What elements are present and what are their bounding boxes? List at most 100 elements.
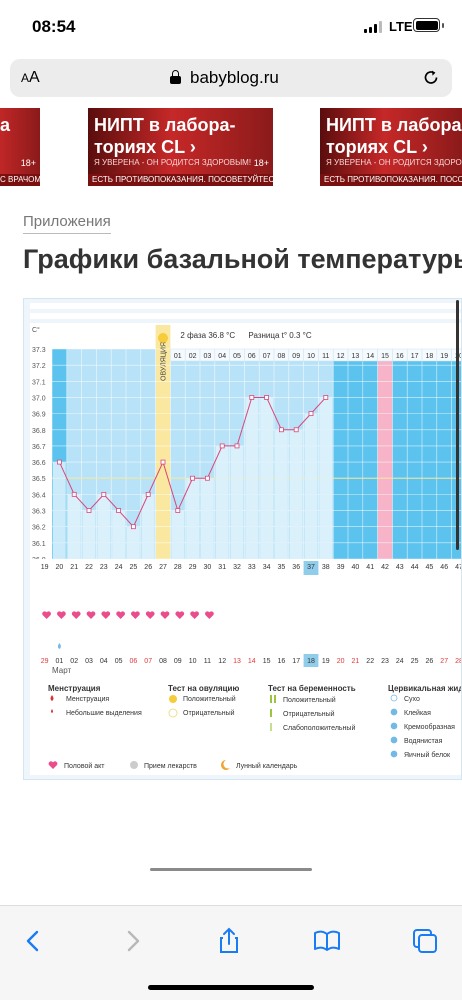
spotting-drop-icon bbox=[51, 709, 53, 713]
temperature-bar bbox=[112, 510, 125, 559]
cycle-day-label: 37 bbox=[307, 564, 315, 571]
category-link[interactable]: Приложения bbox=[23, 213, 111, 234]
future-region bbox=[333, 349, 461, 559]
cycle-day-label: 21 bbox=[70, 564, 78, 571]
cycle-day-label: 35 bbox=[278, 564, 286, 571]
domain-text[interactable]: babyblog.ru bbox=[190, 68, 279, 87]
date-label: 06 bbox=[130, 658, 138, 665]
date-label: 22 bbox=[366, 658, 374, 665]
cervical-fluid-icon bbox=[390, 750, 398, 758]
legend-title-menstruation: Менструация bbox=[48, 684, 101, 693]
phase2-day-label: 19 bbox=[440, 353, 448, 360]
pregnancy-test-icon bbox=[270, 723, 272, 731]
bookmarks-icon[interactable] bbox=[312, 926, 342, 956]
date-label: 05 bbox=[115, 658, 123, 665]
legend-item: Половой акт bbox=[64, 762, 105, 770]
page-title: Графики базальной температуры bbox=[23, 244, 462, 274]
cycle-day-label: 30 bbox=[204, 564, 212, 571]
date-label: 09 bbox=[174, 658, 182, 665]
date-label: 10 bbox=[189, 658, 197, 665]
legend-title-pregnancy-test: Тест на беременность bbox=[268, 684, 356, 693]
date-label: 15 bbox=[263, 658, 271, 665]
temperature-point bbox=[204, 475, 210, 481]
bbt-chart-container: ОВУЛЯЦИЯ 37.3 37.2 37.1 37.0 36.9 36.8 36.7 36.6… bbox=[23, 298, 462, 780]
temperature-bar bbox=[67, 494, 81, 559]
phase2-day-label: 10 bbox=[307, 353, 315, 360]
ovulation-column bbox=[155, 325, 171, 559]
lock-icon bbox=[170, 70, 181, 84]
forward-icon[interactable] bbox=[118, 926, 148, 956]
phase2-day-label: 05 bbox=[233, 353, 241, 360]
temperature-point bbox=[131, 524, 136, 530]
date-label: 16 bbox=[278, 658, 286, 665]
phase2-day-label: 06 bbox=[248, 353, 256, 360]
phase2-day-label: 01 bbox=[174, 353, 182, 360]
y-tick-label: 36.7 bbox=[32, 444, 46, 451]
temperature-point bbox=[264, 395, 270, 400]
heart-icon bbox=[71, 611, 81, 619]
legend-item: Кремообразная bbox=[404, 723, 455, 731]
date-label: 17 bbox=[292, 658, 300, 665]
temperature-bar bbox=[215, 445, 229, 559]
temperature-bar bbox=[186, 478, 199, 559]
date-label: 02 bbox=[70, 658, 78, 665]
legend-item: Сухо bbox=[404, 696, 420, 703]
date-label: 03 bbox=[85, 658, 93, 665]
ad-banner-partial[interactable]: а 18+ С ВРАЧОМ bbox=[0, 108, 40, 186]
pregnancy-test-icon bbox=[274, 695, 276, 703]
temperature-point bbox=[219, 443, 225, 449]
date-label: 24 bbox=[396, 658, 404, 665]
ad-banner[interactable]: НИПТ в лабора-ториях CL › Я УВЕРЕНА - ОН… bbox=[88, 108, 273, 186]
scrollbar[interactable] bbox=[456, 300, 459, 550]
ovulation-sun-icon bbox=[158, 333, 168, 343]
reload-icon[interactable] bbox=[422, 68, 440, 86]
ad-carousel[interactable]: а 18+ С ВРАЧОМ НИПТ в лабора-ториях CL ›… bbox=[0, 108, 462, 186]
cycle-day-label: 25 bbox=[130, 564, 138, 571]
legend-item: Лунный календарь bbox=[236, 762, 298, 770]
cycle-day-label: 36 bbox=[292, 564, 300, 571]
temperature-point bbox=[249, 395, 255, 400]
browser-toolbar bbox=[0, 905, 462, 1000]
date-axis-bg bbox=[30, 654, 461, 667]
text-size-button[interactable]: AA bbox=[21, 69, 40, 86]
ad-title: НИПТ в лабора-ториях CL › bbox=[94, 115, 236, 157]
phase2-day-label: 15 bbox=[381, 353, 389, 360]
negative-sun-icon bbox=[168, 708, 178, 718]
share-icon[interactable] bbox=[214, 926, 244, 956]
temperature-bar bbox=[304, 413, 318, 559]
phase2-day-label: 08 bbox=[278, 353, 286, 360]
address-bar[interactable]: AA babyblog.ru bbox=[10, 59, 452, 97]
legend-item: Небольшие выделения bbox=[66, 709, 142, 717]
temperature-point bbox=[323, 395, 329, 400]
today-date-marker bbox=[303, 654, 319, 667]
temperature-bar bbox=[230, 445, 244, 559]
temperature-point bbox=[71, 491, 77, 497]
date-label: 04 bbox=[100, 658, 108, 665]
phase2-day-label: 18 bbox=[426, 353, 434, 360]
heart-icon bbox=[205, 611, 214, 619]
pregnancy-test-icon bbox=[270, 709, 272, 717]
date-label: 07 bbox=[144, 658, 152, 665]
cycle-day-label: 39 bbox=[337, 564, 345, 571]
date-label: 01 bbox=[56, 658, 64, 665]
temperature-point bbox=[86, 508, 92, 513]
date-label: 12 bbox=[218, 658, 226, 665]
tabs-icon[interactable] bbox=[410, 926, 440, 956]
y-tick-label: 36.1 bbox=[32, 541, 46, 548]
home-indicator bbox=[148, 985, 314, 990]
cycle-day-label: 24 bbox=[115, 564, 123, 571]
positive-sun-icon bbox=[169, 695, 177, 703]
today-cycle-marker bbox=[303, 561, 319, 575]
phase2-day-label: 07 bbox=[263, 353, 271, 360]
content-divider bbox=[150, 868, 312, 871]
heart-icon bbox=[131, 611, 140, 619]
date-label: 19 bbox=[322, 658, 330, 665]
date-label: 20 bbox=[337, 658, 345, 665]
back-icon[interactable] bbox=[18, 926, 48, 956]
drop-icon bbox=[57, 643, 61, 649]
heart-icon bbox=[175, 611, 185, 619]
ad-banner[interactable]: НИПТ в лабора-ториях CL › Я УВЕРЕНА - ОН… bbox=[320, 108, 462, 186]
phase2-day-label: 11 bbox=[322, 353, 329, 360]
y-tick-label: 37.1 bbox=[32, 379, 46, 386]
temperature-point bbox=[56, 459, 62, 465]
